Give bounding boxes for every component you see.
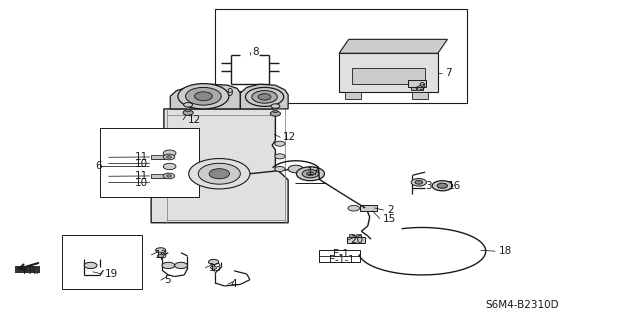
Circle shape [175, 262, 188, 269]
Bar [227, 97, 232, 100]
Circle shape [183, 110, 193, 115]
Bar [100, 128, 199, 197]
Bar [356, 234, 361, 237]
Circle shape [271, 104, 280, 108]
Circle shape [411, 178, 426, 186]
Circle shape [211, 266, 217, 269]
Circle shape [163, 154, 175, 160]
Text: 15: 15 [383, 214, 396, 224]
Polygon shape [352, 68, 425, 84]
Circle shape [195, 92, 212, 101]
Bar [151, 155, 165, 159]
Text: 10: 10 [135, 159, 148, 169]
Bar [164, 164, 170, 169]
Text: 18: 18 [499, 246, 511, 256]
Text: E-1: E-1 [333, 249, 349, 259]
Circle shape [307, 172, 314, 176]
Polygon shape [170, 84, 241, 109]
Circle shape [189, 159, 250, 189]
Circle shape [348, 205, 360, 211]
Text: 16: 16 [447, 182, 461, 191]
Text: 20: 20 [351, 235, 364, 245]
Text: 12: 12 [188, 115, 201, 125]
Circle shape [163, 173, 175, 179]
Polygon shape [412, 92, 428, 100]
Polygon shape [339, 39, 447, 53]
Text: FR.: FR. [22, 266, 40, 276]
Bar [411, 87, 416, 90]
Bar [164, 151, 170, 156]
Circle shape [162, 262, 175, 269]
Circle shape [163, 150, 176, 156]
Polygon shape [241, 84, 288, 109]
Circle shape [275, 141, 285, 146]
Text: 3: 3 [425, 182, 432, 191]
Circle shape [437, 183, 447, 188]
Text: 11: 11 [135, 152, 148, 162]
Circle shape [270, 111, 280, 116]
Text: 10: 10 [135, 178, 148, 188]
Circle shape [415, 180, 422, 184]
Polygon shape [151, 109, 288, 223]
Polygon shape [346, 92, 362, 100]
Bar [417, 87, 422, 90]
Circle shape [84, 262, 97, 269]
Circle shape [156, 248, 166, 253]
Circle shape [186, 109, 191, 112]
Text: 9: 9 [227, 88, 233, 98]
Circle shape [288, 165, 303, 173]
Circle shape [209, 259, 219, 264]
Bar [15, 266, 40, 273]
Bar [223, 91, 241, 97]
Text: 11: 11 [135, 171, 148, 181]
Circle shape [198, 163, 241, 184]
Text: 13: 13 [154, 250, 168, 260]
Circle shape [258, 94, 271, 100]
Circle shape [178, 84, 229, 109]
Circle shape [302, 170, 319, 178]
Bar [233, 97, 238, 100]
Text: 2: 2 [387, 205, 394, 215]
Text: 7: 7 [445, 68, 452, 78]
Bar [215, 9, 467, 103]
Bar [360, 205, 377, 211]
Bar [349, 234, 354, 237]
Circle shape [252, 91, 277, 103]
Text: 19: 19 [105, 269, 118, 279]
Bar [347, 237, 365, 243]
Bar [151, 174, 165, 178]
Bar [319, 250, 360, 262]
Text: 12: 12 [283, 132, 296, 142]
Circle shape [246, 87, 284, 106]
Circle shape [163, 163, 176, 170]
Circle shape [157, 254, 164, 257]
Polygon shape [339, 53, 438, 92]
Text: 9: 9 [419, 82, 426, 92]
Circle shape [184, 103, 193, 107]
Circle shape [186, 87, 221, 105]
Bar [408, 80, 426, 87]
Circle shape [209, 169, 230, 179]
Bar [62, 235, 141, 289]
Circle shape [166, 175, 172, 177]
Circle shape [432, 181, 452, 191]
Text: 17: 17 [307, 167, 321, 177]
Circle shape [275, 167, 285, 172]
Circle shape [166, 156, 172, 158]
Text: 13: 13 [209, 263, 221, 273]
Text: E-1-1: E-1-1 [329, 255, 355, 265]
Circle shape [273, 110, 278, 113]
Circle shape [275, 154, 285, 159]
Text: S6M4-B2310D: S6M4-B2310D [486, 300, 559, 310]
Text: 6: 6 [96, 161, 102, 171]
Text: 4: 4 [231, 279, 237, 289]
Text: 5: 5 [164, 275, 170, 285]
Text: 8: 8 [252, 47, 259, 57]
Circle shape [296, 167, 324, 181]
